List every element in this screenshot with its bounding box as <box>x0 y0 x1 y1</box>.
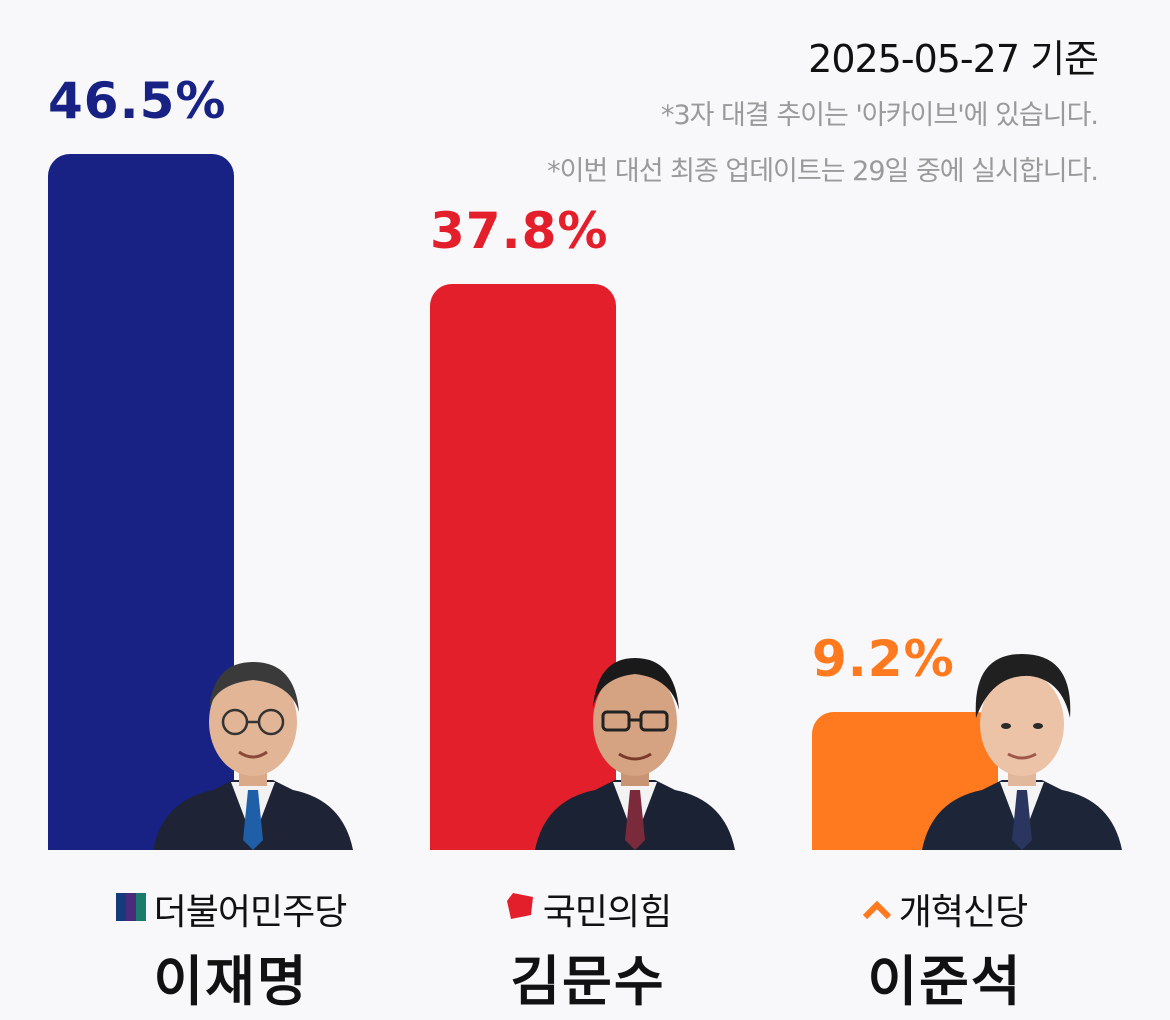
note-update: *이번 대선 최종 업데이트는 29일 중에 실시합니다. <box>547 156 1099 187</box>
party-name: 국민의힘 <box>542 892 672 933</box>
caption-lee-jun-seok: 개혁신당 이준석 <box>795 885 1095 1016</box>
portrait-kim-moon-soo <box>535 640 735 850</box>
note-archive: *3자 대결 추이는 '아카이브'에 있습니다. <box>660 100 1099 131</box>
ppp-red-shape-icon <box>505 889 535 930</box>
party-name: 개혁신당 <box>898 892 1028 933</box>
candidate-name: 이준석 <box>867 950 1023 1013</box>
party-name: 더불어민주당 <box>153 892 348 933</box>
value-label: 46.5% <box>48 72 227 130</box>
value-label: 9.2% <box>812 630 955 688</box>
reform-chevron-icon <box>862 889 891 930</box>
caption-lee-jae-myung: 더불어민주당 이재명 <box>81 885 381 1016</box>
value-label: 37.8% <box>430 202 609 260</box>
portrait-lee-jae-myung <box>153 640 353 850</box>
bar <box>48 154 234 850</box>
date-label: 2025-05-27 기준 <box>808 37 1099 81</box>
bar <box>430 284 616 850</box>
minjoo-stripes-icon <box>115 889 146 930</box>
candidate-name: 이재명 <box>153 950 309 1013</box>
candidate-name: 김문수 <box>510 950 666 1013</box>
portrait-lee-jun-seok <box>922 640 1122 850</box>
caption-kim-moon-soo: 국민의힘 김문수 <box>438 885 738 1016</box>
